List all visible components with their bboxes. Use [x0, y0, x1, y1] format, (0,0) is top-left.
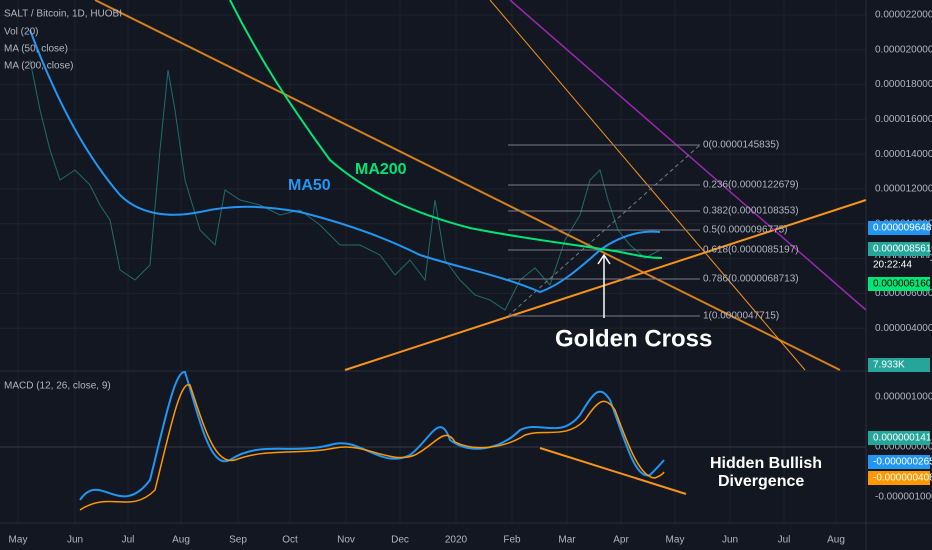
ma50-label: MA50	[288, 177, 331, 194]
divergence-line	[539, 447, 687, 495]
time-label: Oct	[282, 535, 298, 546]
price-tag	[868, 221, 930, 235]
time-label: 2020	[445, 535, 468, 546]
arrow-head	[597, 253, 611, 265]
fib-label: 0(0.0000145835)	[703, 140, 779, 151]
time-label: Jul	[778, 535, 791, 546]
indicator-label: Vol (20)	[4, 27, 38, 38]
macd-tag-label: -0.0000004084	[873, 473, 932, 484]
trendline	[94, 0, 841, 371]
time-label: Dec	[391, 535, 409, 546]
macd-title: MACD (12, 26, close, 9)	[4, 381, 111, 392]
time-label: Jul	[122, 535, 135, 546]
indicator-label: MA (50, close)	[4, 44, 68, 55]
fib-label: 0.786(0.0000068713)	[703, 274, 799, 285]
fib-label: 0.382(0.0000108353)	[703, 206, 799, 217]
fib-label: 0.236(0.0000122679)	[703, 180, 799, 191]
ma200-line	[229, 0, 663, 259]
time-label: Sep	[229, 535, 247, 546]
indicator-label: MA (200, close)	[4, 61, 73, 72]
divergence-label: Divergence	[718, 473, 804, 490]
time-label: Feb	[503, 535, 521, 546]
trendline	[509, 0, 867, 311]
time-label: May	[666, 535, 685, 546]
time-label: Apr	[613, 535, 629, 546]
price-tag	[868, 258, 930, 272]
signal-line	[79, 384, 665, 511]
price-tag-label: 0.0000096487	[873, 223, 932, 234]
price-tag-label: 20:22:44	[873, 260, 912, 271]
price-tag	[868, 277, 930, 291]
price-path	[29, 59, 661, 311]
macd-tag	[868, 431, 930, 445]
golden-cross-label: Golden Cross	[555, 325, 712, 352]
price-tag	[868, 358, 930, 372]
trendline	[344, 199, 867, 371]
fib-label: 0.5(0.0000096775)	[703, 225, 788, 236]
price-tag-label: 7.933K	[873, 360, 905, 371]
divergence-label: Hidden Bullish	[710, 455, 822, 472]
time-label: Nov	[337, 535, 355, 546]
macd-line	[79, 371, 665, 501]
labels: SALT / Bitcoin, 1D, HUOBI Vol (20) MA (50,…	[4, 9, 932, 546]
macd-tag	[868, 471, 930, 485]
time-label: Aug	[172, 535, 190, 546]
time-label: May	[9, 535, 28, 546]
fib-label: 0.618(0.0000085197)	[703, 245, 799, 256]
macd-tag-label: 0.0000001415	[873, 433, 932, 444]
ma200-label: MA200	[355, 161, 407, 178]
symbol-title: SALT / Bitcoin, 1D, HUOBI	[4, 9, 122, 20]
price-tag-label: 0.0000061609	[873, 279, 932, 290]
macd-tag	[868, 455, 930, 469]
time-label: Mar	[558, 535, 576, 546]
price-tag	[868, 242, 930, 256]
time-label: Aug	[827, 535, 845, 546]
time-label: Jun	[722, 535, 738, 546]
ma50-line	[29, 29, 661, 294]
time-label: Jun	[67, 535, 83, 546]
fib-label: 1(0.0000047715)	[703, 311, 779, 322]
macd-axis-label: 0.0000000000	[875, 442, 932, 453]
macd-tag-label: -0.0000002659	[873, 457, 932, 468]
price-tag-label: 0.0000085610	[873, 244, 932, 255]
